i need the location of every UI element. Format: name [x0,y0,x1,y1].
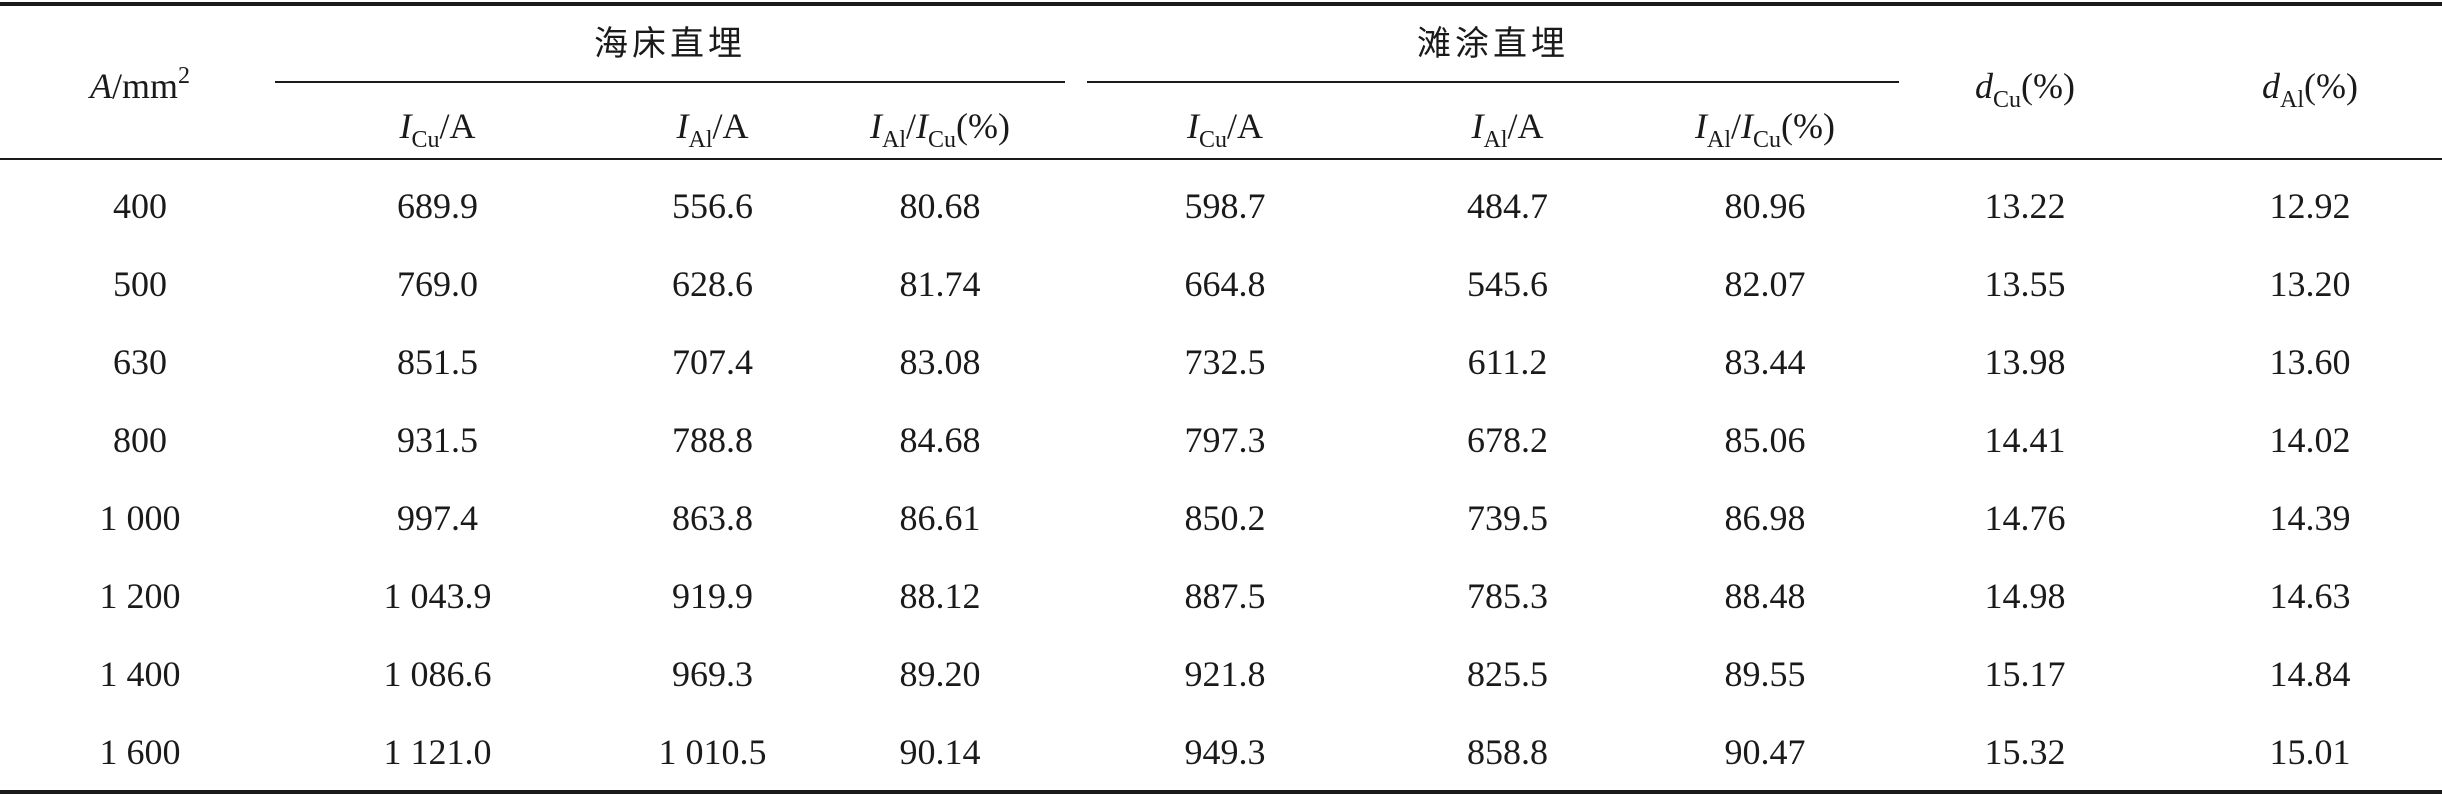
cell-seabed-i-cu: 851.5 [397,342,478,382]
cell-seabed-i-al: 556.6 [672,186,753,226]
cell-beach-i-cu: 850.2 [1184,498,1266,538]
cell-area: 400 [113,186,167,226]
cell-d-cu: 15.17 [1984,654,2066,694]
cell-beach-i-cu: 598.7 [1184,186,1266,226]
cell-beach-i-cu: 887.5 [1184,576,1266,616]
cell-seabed-ratio: 86.61 [899,498,981,538]
cell-d-cu: 14.98 [1984,576,2066,616]
cell-beach-ratio: 83.44 [1724,342,1806,382]
cell-beach-i-cu: 949.3 [1184,732,1266,772]
cell-area: 800 [113,420,167,460]
cell-beach-i-al: 785.3 [1467,576,1548,616]
header-seabed-i-cu: ICu/A [399,106,476,153]
cell-seabed-i-al: 969.3 [672,654,753,694]
cell-seabed-ratio: 83.08 [899,342,981,382]
cell-beach-i-al: 484.7 [1467,186,1548,226]
cell-seabed-i-al: 863.8 [672,498,753,538]
beach-group-rule [1087,81,1899,83]
cell-seabed-i-cu: 1 043.9 [383,576,492,616]
header-seabed-i-al: IAl/A [676,106,749,153]
cell-seabed-i-al: 1 010.5 [658,732,767,772]
cell-d-al: 14.63 [2269,576,2351,616]
cell-seabed-i-al: 707.4 [672,342,753,382]
cell-beach-ratio: 86.98 [1724,498,1806,538]
header-beach-i-al: IAl/A [1471,106,1544,153]
cell-seabed-i-cu: 769.0 [397,264,478,304]
header-beach-i-cu: ICu/A [1186,106,1263,153]
cell-seabed-i-cu: 689.9 [397,186,478,226]
cell-d-cu: 13.98 [1984,342,2066,382]
cell-area: 1 200 [99,576,181,616]
header-group-seabed: 海床直埋 [594,24,746,64]
cell-seabed-i-cu: 997.4 [397,498,478,538]
cell-d-al: 14.39 [2269,498,2351,538]
header-area: A/mm2 [89,63,190,106]
cell-beach-i-cu: 664.8 [1184,264,1266,304]
cell-d-cu: 13.22 [1984,186,2066,226]
cell-seabed-ratio: 81.74 [899,264,981,304]
cell-seabed-i-al: 788.8 [672,420,753,460]
header-seabed-ratio: IAl/ICu(%) [870,106,1010,153]
cell-seabed-ratio: 89.20 [899,654,981,694]
cell-area: 1 400 [99,654,181,694]
header-beach-ratio: IAl/ICu(%) [1695,106,1835,153]
cell-seabed-i-al: 919.9 [672,576,753,616]
cell-seabed-ratio: 90.14 [899,732,981,772]
header-bottom-rule [0,158,2442,160]
cell-beach-i-cu: 921.8 [1184,654,1266,694]
cell-seabed-i-cu: 1 121.0 [383,732,492,772]
cell-d-cu: 15.32 [1984,732,2066,772]
cell-seabed-i-al: 628.6 [672,264,753,304]
cell-area: 1 000 [99,498,181,538]
cell-beach-ratio: 90.47 [1724,732,1806,772]
cell-d-al: 13.20 [2269,264,2351,304]
cell-d-cu: 14.76 [1984,498,2066,538]
cell-beach-i-al: 545.6 [1467,264,1548,304]
cell-d-cu: 14.41 [1984,420,2066,460]
header-d-cu: dCu(%) [1975,66,2075,113]
cell-beach-ratio: 85.06 [1724,420,1806,460]
cell-beach-ratio: 89.55 [1724,654,1806,694]
cell-area: 1 600 [99,732,181,772]
cell-d-al: 13.60 [2269,342,2351,382]
cell-seabed-ratio: 88.12 [899,576,981,616]
cell-beach-ratio: 80.96 [1724,186,1806,226]
cell-d-cu: 13.55 [1984,264,2066,304]
cell-beach-i-al: 678.2 [1467,420,1548,460]
cell-beach-i-cu: 732.5 [1184,342,1266,382]
cell-seabed-ratio: 80.68 [899,186,981,226]
table-bottom-rule [0,790,2442,794]
cell-area: 630 [113,342,167,382]
cell-d-al: 12.92 [2269,186,2351,226]
cell-area: 500 [113,264,167,304]
header-d-al: dAl(%) [2262,66,2358,113]
cell-beach-i-al: 611.2 [1467,342,1548,382]
cell-d-al: 14.84 [2269,654,2351,694]
cell-seabed-i-cu: 931.5 [397,420,478,460]
cell-beach-ratio: 82.07 [1724,264,1806,304]
cell-beach-i-al: 739.5 [1467,498,1548,538]
header-group-beach: 滩涂直埋 [1417,24,1569,64]
cell-beach-i-al: 825.5 [1467,654,1548,694]
cell-beach-i-al: 858.8 [1467,732,1548,772]
cell-seabed-ratio: 84.68 [899,420,981,460]
cell-d-al: 15.01 [2269,732,2351,772]
seabed-group-rule [275,81,1065,83]
cell-seabed-i-cu: 1 086.6 [383,654,492,694]
cell-beach-ratio: 88.48 [1724,576,1806,616]
cell-d-al: 14.02 [2269,420,2351,460]
cell-beach-i-cu: 797.3 [1184,420,1266,460]
table-top-rule [0,2,2442,6]
